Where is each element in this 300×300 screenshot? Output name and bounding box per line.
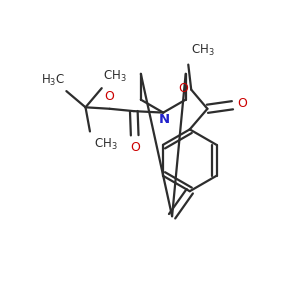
Text: O: O	[130, 141, 140, 154]
Text: O: O	[104, 91, 114, 103]
Text: CH$_3$: CH$_3$	[103, 69, 127, 84]
Text: CH$_3$: CH$_3$	[94, 137, 118, 152]
Text: H$_3$C: H$_3$C	[41, 73, 65, 88]
Text: CH$_3$: CH$_3$	[190, 43, 214, 58]
Text: N: N	[158, 113, 169, 127]
Text: O: O	[178, 82, 188, 95]
Text: O: O	[238, 97, 248, 110]
